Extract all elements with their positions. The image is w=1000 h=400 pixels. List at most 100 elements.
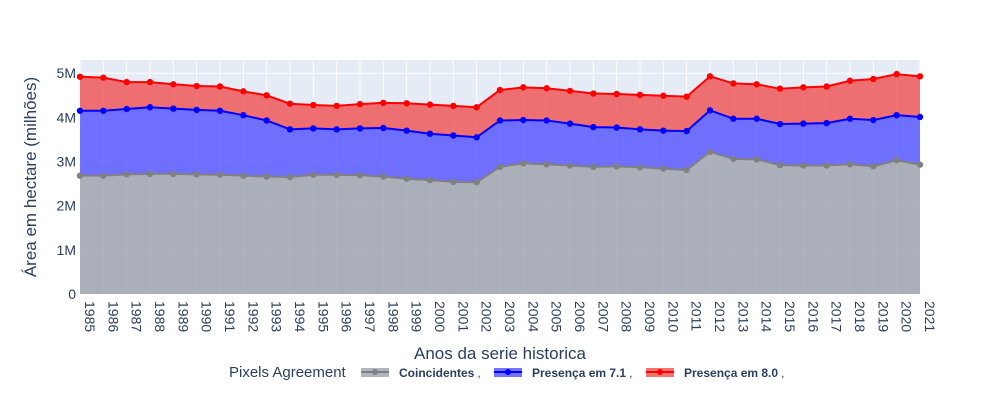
data-point[interactable] [426, 176, 434, 184]
data-point[interactable] [753, 115, 760, 122]
data-point[interactable] [473, 179, 480, 186]
data-point[interactable] [916, 73, 924, 80]
data-point[interactable] [613, 90, 620, 98]
data-point[interactable] [123, 171, 130, 178]
data-point[interactable] [636, 126, 644, 133]
data-point[interactable] [520, 84, 527, 91]
data-point[interactable] [776, 120, 784, 128]
data-point[interactable] [916, 161, 924, 168]
data-point[interactable] [333, 171, 340, 178]
data-point[interactable] [566, 87, 574, 95]
data-point[interactable] [263, 173, 270, 180]
data-point[interactable] [333, 126, 340, 133]
data-point[interactable] [193, 171, 200, 178]
data-point[interactable] [730, 115, 737, 122]
legend-item-1[interactable]: Coincidentes, [361, 366, 481, 380]
data-point[interactable] [636, 91, 644, 99]
data-point[interactable] [310, 125, 317, 132]
data-point[interactable] [426, 101, 434, 108]
data-point[interactable] [380, 124, 387, 132]
data-point[interactable] [473, 134, 480, 141]
data-point[interactable] [216, 83, 224, 90]
data-point[interactable] [473, 104, 480, 111]
data-point[interactable] [660, 92, 667, 99]
data-point[interactable] [520, 160, 527, 167]
data-point[interactable] [893, 157, 900, 164]
data-point[interactable] [496, 117, 504, 124]
data-point[interactable] [170, 105, 177, 112]
data-point[interactable] [590, 123, 597, 131]
data-point[interactable] [216, 171, 224, 178]
data-point[interactable] [706, 107, 714, 114]
data-point[interactable] [543, 117, 550, 124]
data-point[interactable] [800, 162, 807, 169]
data-point[interactable] [100, 74, 107, 81]
data-point[interactable] [823, 83, 830, 90]
data-point[interactable] [76, 73, 84, 80]
data-point[interactable] [636, 164, 644, 171]
data-point[interactable] [753, 81, 760, 88]
data-point[interactable] [450, 132, 457, 139]
data-point[interactable] [403, 127, 410, 134]
data-point[interactable] [286, 173, 294, 181]
data-point[interactable] [870, 163, 877, 170]
data-point[interactable] [823, 119, 830, 127]
data-point[interactable] [170, 170, 177, 178]
data-point[interactable] [380, 99, 387, 107]
legend-item-2[interactable]: Presença em 7.1, [494, 366, 632, 380]
data-point[interactable] [403, 100, 410, 107]
data-point[interactable] [730, 80, 737, 87]
data-point[interactable] [660, 165, 667, 172]
data-point[interactable] [613, 163, 620, 170]
data-point[interactable] [286, 100, 294, 107]
data-point[interactable] [823, 162, 830, 169]
data-point[interactable] [776, 161, 784, 169]
data-point[interactable] [240, 88, 247, 95]
legend[interactable]: Pixels Agreement Coincidentes, Presença e… [229, 364, 784, 381]
data-point[interactable] [706, 148, 714, 156]
data-point[interactable] [590, 90, 597, 97]
data-point[interactable] [590, 163, 597, 171]
data-point[interactable] [100, 107, 107, 114]
data-point[interactable] [846, 77, 854, 84]
data-point[interactable] [916, 113, 924, 121]
legend-item-3[interactable]: Presença em 8.0, [646, 366, 784, 380]
data-point[interactable] [613, 124, 620, 131]
data-point[interactable] [893, 111, 900, 119]
data-point[interactable] [123, 78, 130, 86]
data-point[interactable] [193, 82, 200, 90]
data-point[interactable] [146, 170, 154, 178]
data-point[interactable] [800, 84, 807, 91]
data-point[interactable] [333, 102, 340, 110]
data-point[interactable] [683, 127, 690, 135]
data-point[interactable] [706, 73, 714, 80]
data-point[interactable] [100, 172, 107, 179]
data-point[interactable] [263, 92, 270, 99]
data-point[interactable] [566, 120, 574, 127]
data-point[interactable] [450, 178, 457, 186]
data-point[interactable] [683, 93, 690, 100]
data-point[interactable] [543, 160, 550, 168]
data-point[interactable] [263, 117, 270, 124]
data-point[interactable] [893, 70, 900, 78]
data-point[interactable] [776, 85, 784, 92]
data-point[interactable] [76, 107, 84, 114]
data-point[interactable] [520, 116, 527, 124]
data-point[interactable] [123, 105, 130, 113]
data-point[interactable] [310, 171, 317, 178]
data-point[interactable] [310, 101, 317, 109]
data-point[interactable] [76, 172, 84, 179]
data-point[interactable] [193, 106, 200, 114]
data-point[interactable] [846, 160, 854, 168]
data-point[interactable] [496, 86, 504, 94]
data-point[interactable] [380, 173, 387, 180]
data-point[interactable] [146, 104, 154, 111]
data-point[interactable] [800, 120, 807, 127]
data-point[interactable] [356, 172, 364, 179]
data-point[interactable] [216, 107, 224, 114]
data-point[interactable] [543, 85, 550, 92]
data-point[interactable] [846, 115, 854, 122]
data-point[interactable] [683, 166, 690, 174]
data-point[interactable] [356, 125, 364, 132]
data-point[interactable] [753, 156, 760, 163]
